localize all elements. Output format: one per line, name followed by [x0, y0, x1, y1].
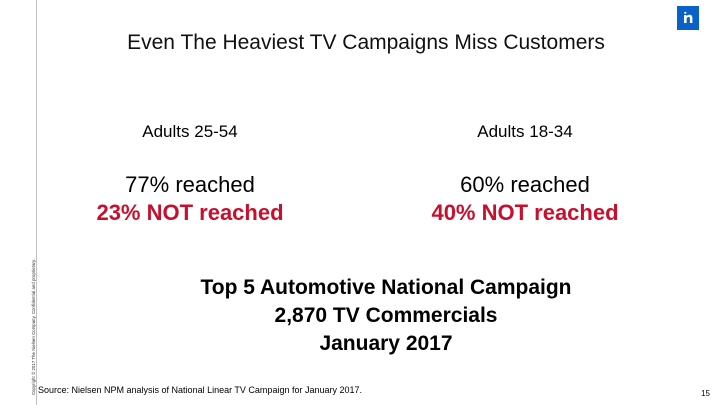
- campaign-line-1: Top 5 Automotive National Campaign: [200, 276, 572, 299]
- column-heading: Adults 25-54: [142, 122, 238, 141]
- not-reached-text: 23% NOT reached: [96, 200, 284, 225]
- campaign-line-3: January 2017: [319, 332, 453, 355]
- slide-title: Even The Heaviest TV Campaigns Miss Cust…: [127, 31, 605, 54]
- page-number: 15: [701, 389, 710, 398]
- campaign-line-2: 2,870 TV Commercials: [274, 304, 498, 327]
- not-reached-text: 40% NOT reached: [431, 200, 619, 225]
- brand-logo-glyph: [684, 11, 693, 23]
- brand-logo-icon: [677, 6, 699, 30]
- side-copyright-text: Copyright © 2017 The Nielsen Company. Co…: [31, 258, 36, 395]
- reached-text: 77% reached: [125, 172, 255, 197]
- column-heading: Adults 18-34: [477, 122, 573, 141]
- campaign-summary: Top 5 Automotive National Campaign 2,870…: [52, 274, 720, 358]
- column-adults-25-54: Adults 25-54 77% reached 23% NOT reached: [40, 122, 340, 227]
- left-divider-line: [36, 0, 37, 405]
- source-note: Source: Nielsen NPM analysis of National…: [38, 385, 362, 395]
- reached-text: 60% reached: [460, 172, 590, 197]
- column-adults-18-34: Adults 18-34 60% reached 40% NOT reached: [375, 122, 675, 227]
